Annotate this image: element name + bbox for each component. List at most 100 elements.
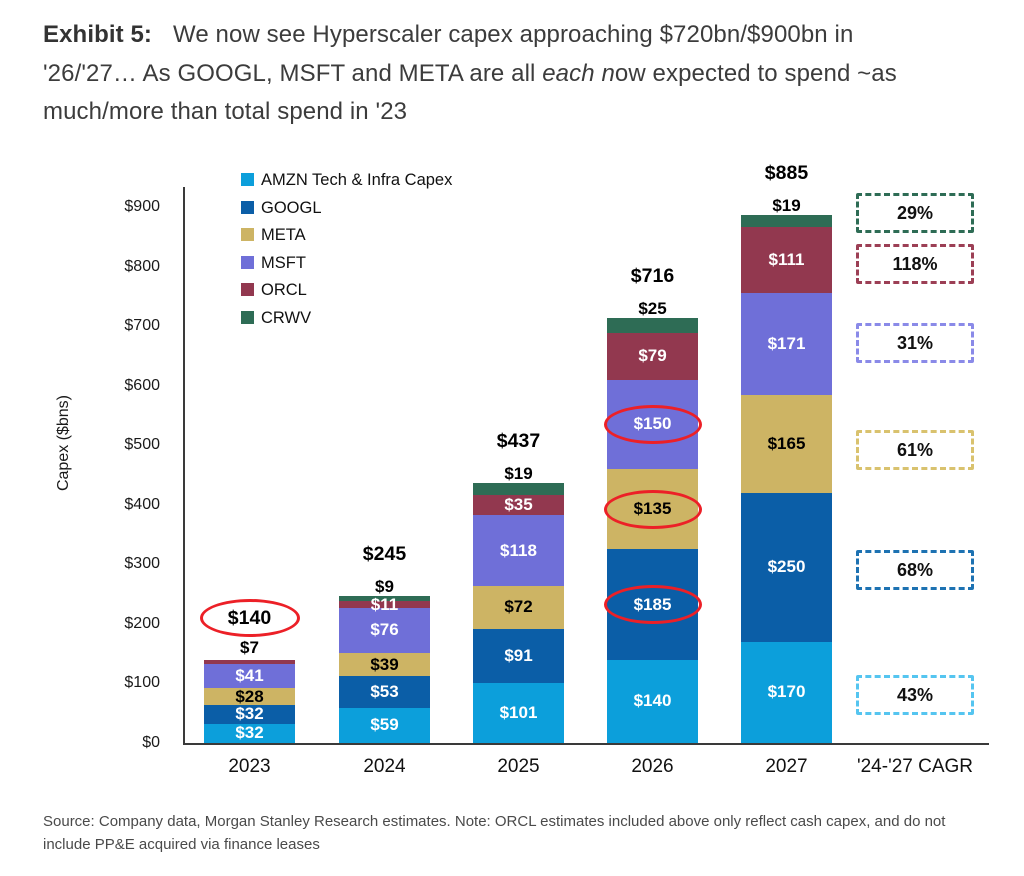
- segment-value-label: $250: [767, 557, 806, 577]
- source-note-line: Source: Company data, Morgan Stanley Res…: [43, 813, 946, 830]
- highlight-ellipse: [603, 585, 702, 625]
- bar-segment-2023-googl: [204, 704, 295, 724]
- legend-label: AMZN Tech & Infra Capex: [261, 171, 453, 189]
- above-bar-label: $19: [504, 464, 533, 484]
- x-tick-2023: 2023: [228, 756, 271, 777]
- title-segment: We now see Hyperscaler capex approaching…: [173, 21, 854, 48]
- segment-value-label: $35: [504, 495, 533, 515]
- y-tick-label: $600: [124, 376, 160, 394]
- legend-swatch-googl: [241, 200, 254, 214]
- bar-segment-2025-googl: [473, 628, 564, 683]
- bar-total-label: $716: [630, 264, 675, 287]
- x-tick-2027: 2027: [765, 756, 808, 777]
- y-tick-label: $800: [124, 257, 160, 275]
- title-segment-italic: each n: [542, 59, 615, 87]
- segment-value-label: $79: [638, 346, 667, 366]
- above-bar-label: $19: [772, 196, 801, 216]
- cagr-box-crwv: 29%: [856, 193, 974, 233]
- legend-label: MSFT: [261, 253, 306, 272]
- bar-segment-2027-msft: [741, 292, 832, 395]
- bar-segment-2026-amzn: [607, 659, 698, 743]
- segment-value-label: $41: [235, 666, 264, 685]
- y-tick-label: $100: [124, 674, 160, 692]
- cagr-box-amzn: 43%: [856, 675, 974, 715]
- x-tick-cagr: '24-'27 CAGR: [856, 756, 974, 777]
- bar-segment-2023-meta: [204, 688, 295, 705]
- exhibit-label: Exhibit 5:: [43, 21, 153, 48]
- bar-segment-2027-meta: [741, 394, 832, 493]
- segment-value-label: $111: [768, 249, 805, 269]
- segment-value-label: $72: [504, 597, 533, 617]
- segment-value-label: $140: [633, 691, 672, 711]
- bar-segment-2027-crwv: [741, 215, 832, 227]
- y-tick-label: $0: [142, 734, 160, 751]
- bar-segment-2026-crwv: [607, 317, 698, 333]
- bar-segment-2024-orcl: [339, 601, 430, 608]
- bar-segment-2024-msft: [339, 607, 430, 654]
- segment-value-label: $59: [370, 715, 399, 735]
- above-bar-label: $9: [375, 576, 394, 596]
- segment-value-label: $101: [499, 702, 538, 722]
- bar-segment-2025-orcl: [473, 494, 564, 516]
- legend-swatch-orcl: [241, 283, 254, 297]
- title-segment: '26/'27… As GOOGL, MSFT and META are all: [43, 59, 543, 87]
- y-axis-line: [183, 187, 185, 745]
- bar-segment-2027-amzn: [741, 641, 832, 743]
- bar-segment-2025-amzn: [473, 682, 564, 743]
- x-tick-2024: 2024: [363, 756, 406, 777]
- legend-swatch-amzn: [241, 173, 254, 186]
- cagr-box-googl: 68%: [856, 550, 974, 590]
- title-segment: much/more than total spend in '23: [43, 98, 408, 125]
- bar-segment-2026-orcl: [607, 332, 698, 380]
- source-note-line: include PP&E acquired via finance leases: [43, 836, 320, 853]
- legend-label: CRWV: [261, 309, 312, 327]
- y-tick-label: $300: [124, 555, 160, 573]
- x-tick-2026: 2026: [631, 756, 674, 777]
- segment-value-label: $28: [235, 686, 264, 706]
- bar-total-label: $245: [362, 542, 407, 565]
- segment-value-label: $171: [767, 333, 806, 353]
- legend-swatch-msft: [241, 255, 254, 269]
- segment-value-label: $53: [370, 682, 399, 702]
- y-tick-label: $900: [124, 198, 160, 215]
- above-bar-label: $25: [638, 298, 667, 318]
- bar-segment-2023-orcl: [204, 659, 295, 664]
- legend-swatch-crwv: [241, 311, 254, 324]
- segment-value-label: $11: [370, 594, 399, 614]
- bar-segment-2025-meta: [473, 585, 564, 629]
- bar-segment-2024-crwv: [339, 595, 430, 602]
- segment-value-label: $165: [767, 433, 806, 453]
- segment-value-label: $118: [500, 540, 537, 560]
- segment-value-label: $76: [370, 620, 399, 640]
- title-segment: ow expected to spend ~as: [614, 59, 897, 87]
- source-note: Source: Company data, Morgan Stanley Res…: [43, 810, 993, 856]
- exhibit-title: Exhibit 5: We now see Hyperscaler capex a…: [43, 16, 993, 132]
- highlight-ellipse: [603, 489, 702, 529]
- legend-swatch-meta: [241, 228, 254, 242]
- x-axis-line: [183, 743, 989, 745]
- highlight-ellipse-total: [199, 598, 300, 637]
- above-bar-label: $7: [240, 637, 259, 657]
- y-tick-label: $700: [124, 317, 160, 335]
- cagr-box-orcl: 118%: [856, 244, 974, 284]
- bar-segment-2027-googl: [741, 492, 832, 642]
- cagr-box-meta: 61%: [856, 430, 974, 470]
- segment-value-label: $91: [504, 645, 533, 665]
- segment-value-label: $170: [767, 682, 806, 702]
- segment-value-label: $39: [370, 654, 399, 674]
- cagr-box-msft: 31%: [856, 323, 974, 363]
- highlight-ellipse: [603, 404, 702, 444]
- y-tick-label: $400: [124, 495, 160, 513]
- bar-segment-2024-googl: [339, 676, 430, 708]
- y-tick-label: $500: [124, 436, 160, 454]
- bar-segment-2023-amzn: [204, 723, 295, 743]
- segment-value-label: $32: [235, 723, 264, 743]
- bar-segment-2025-msft: [473, 515, 564, 586]
- exhibit-title-text: We now see Hyperscaler capex approaching…: [43, 21, 897, 125]
- legend-label: GOOGL: [261, 198, 322, 217]
- bar-segment-2023-msft: [204, 663, 295, 689]
- bar-total-label: $437: [496, 430, 541, 453]
- x-tick-2025: 2025: [497, 756, 540, 777]
- legend-label: ORCL: [261, 281, 307, 300]
